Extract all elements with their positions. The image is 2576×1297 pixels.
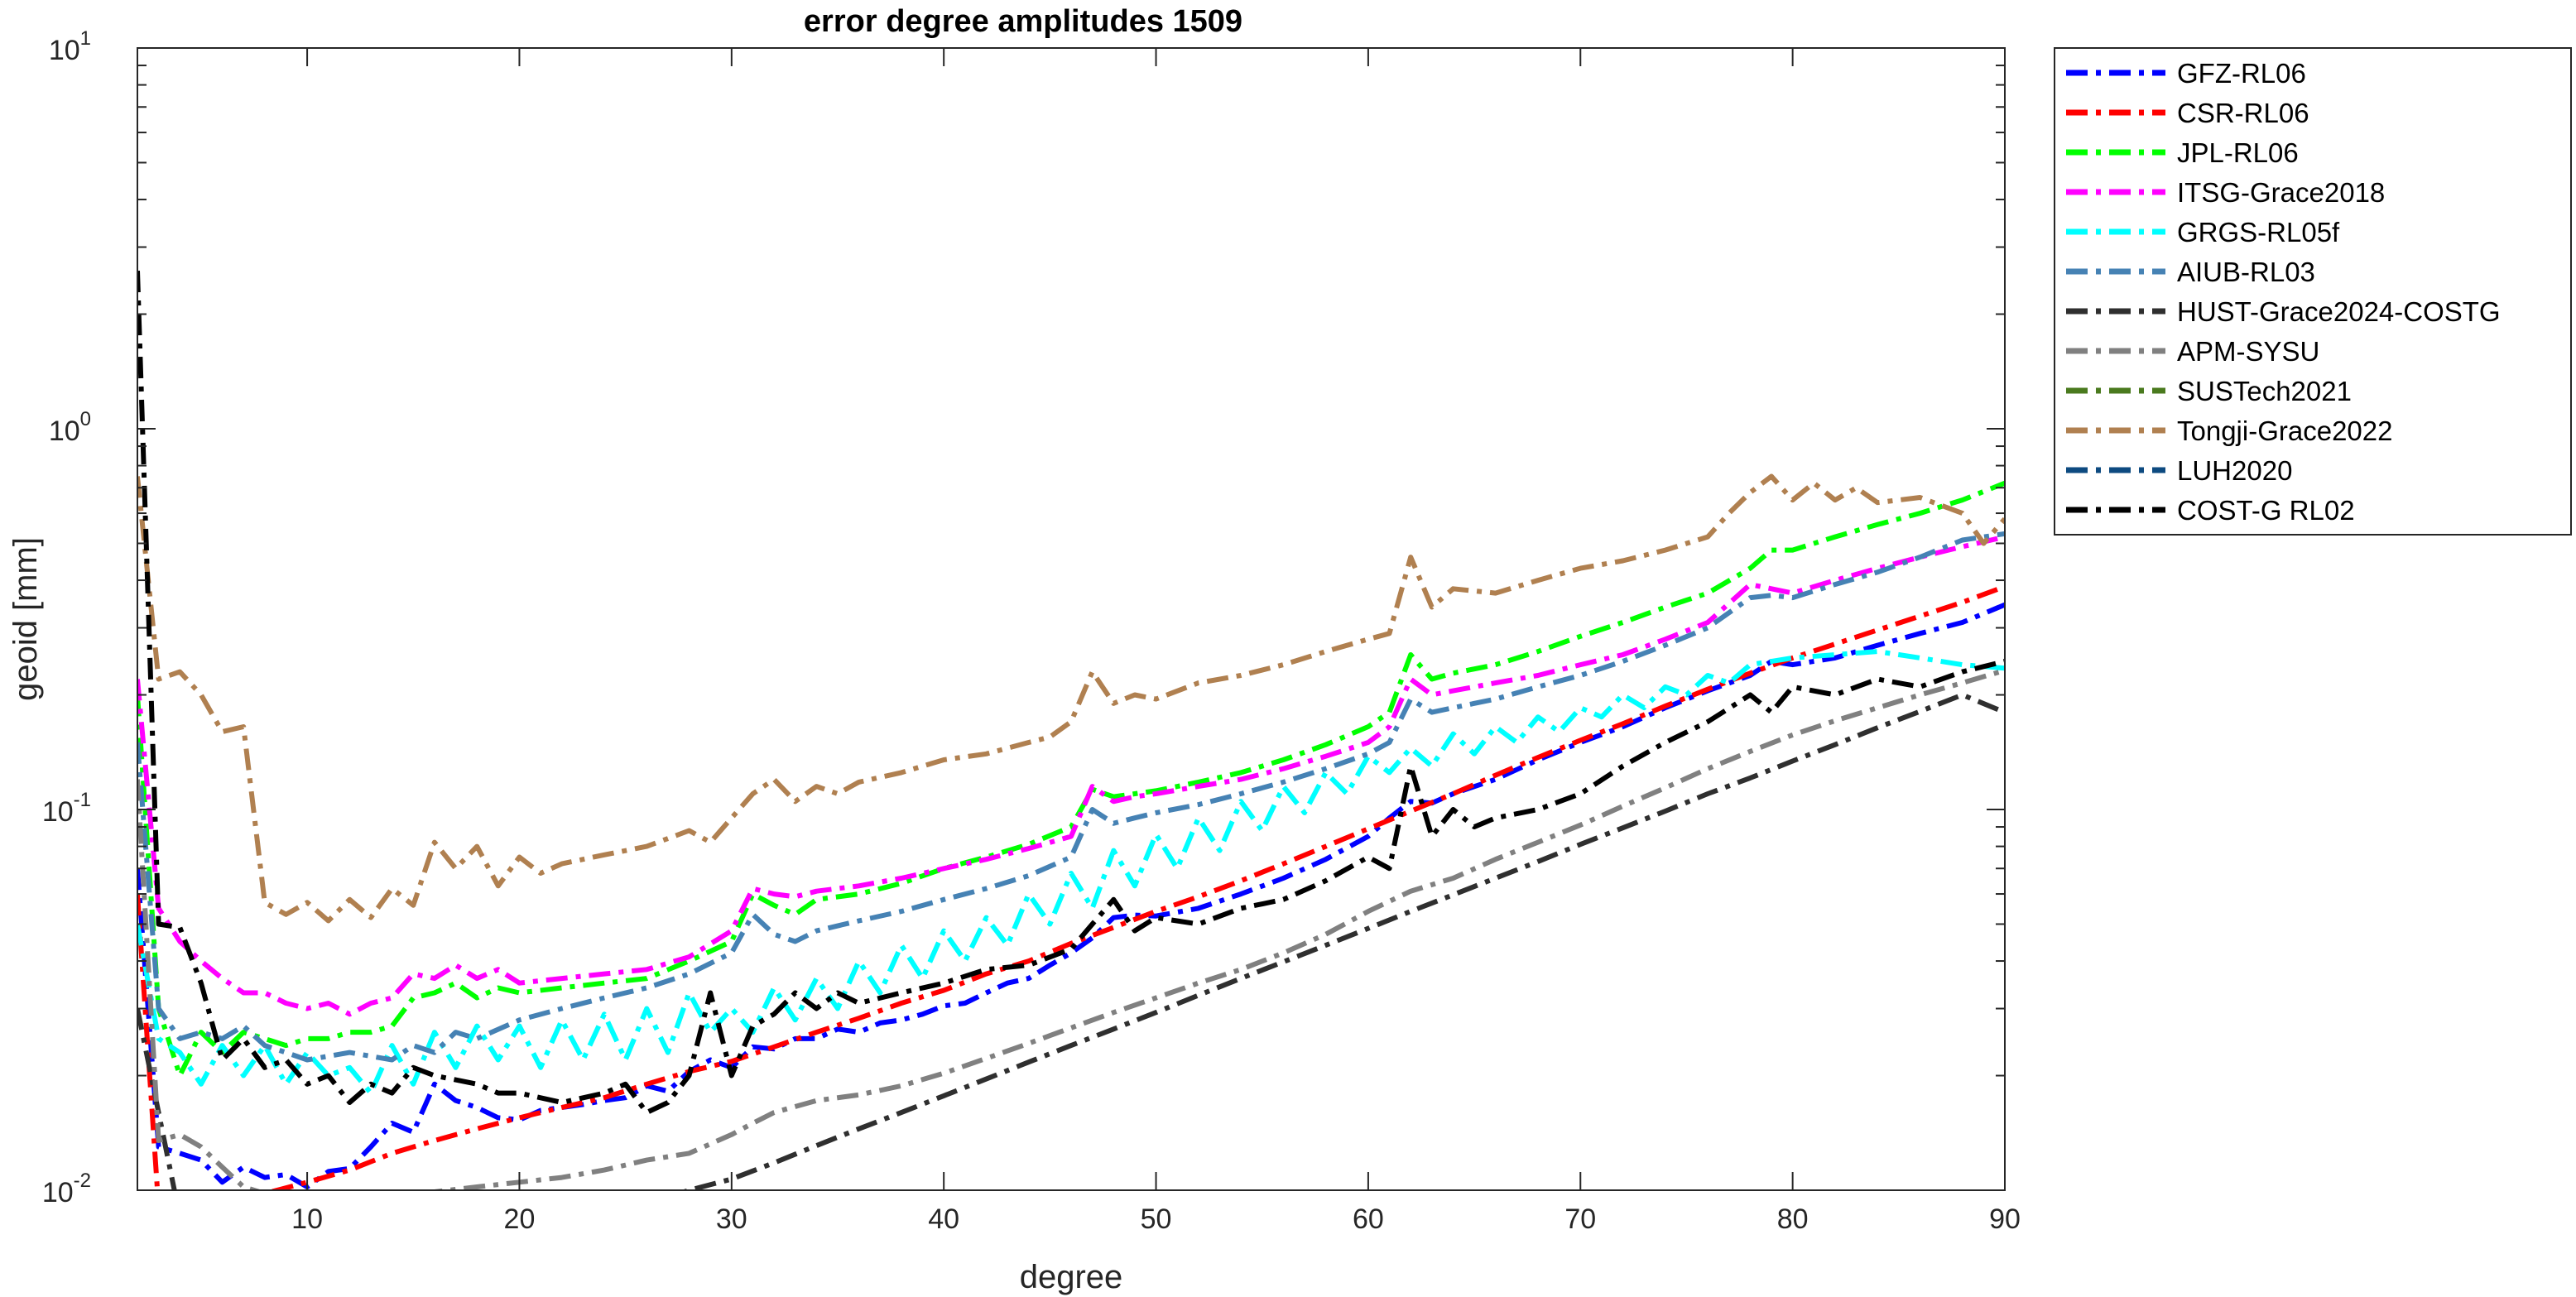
series-line-7: [137, 692, 2005, 1190]
legend-label-2: CSR-RL06: [2177, 98, 2309, 128]
x-tick-label-3: 30: [716, 1203, 747, 1235]
plot-frame: [137, 47, 2006, 1191]
series-line-10: [137, 473, 2005, 924]
series-layer: [137, 271, 2005, 1190]
y-tick-label-2: 10-1: [42, 789, 91, 828]
ticks-layer: [137, 47, 2006, 1191]
y-axis-label: geoid [mm]: [7, 537, 44, 701]
chart-title: error degree amplitudes 1509: [804, 4, 1242, 39]
x-tick-label-7: 70: [1564, 1203, 1596, 1235]
tick-labels: 10 20 30 40 50 60 70 80 90 10-2 10-1 100 101: [42, 27, 2021, 1235]
legend-label-8: APM-SYSU: [2177, 336, 2319, 367]
legend-label-7: HUST-Grace2024-COSTG: [2177, 296, 2501, 327]
x-tick-label-2: 20: [504, 1203, 536, 1235]
series-line-6: [137, 531, 2005, 1063]
legend-label-11: LUH2020: [2177, 455, 2292, 486]
x-tick-label-1: 10: [291, 1203, 323, 1235]
x-tick-label-9: 90: [1989, 1203, 2021, 1235]
legend-label-10: Tongji-Grace2022: [2177, 416, 2393, 446]
series-line-4: [137, 534, 2005, 1017]
x-tick-label-6: 60: [1353, 1203, 1384, 1235]
legend-box: [2054, 47, 2572, 536]
y-tick-label-3: 100: [49, 408, 91, 447]
legend: GFZ-RL06 CSR-RL06 JPL-RL06 ITSG-Grace2018 GR…: [2054, 47, 2572, 536]
x-tick-label-8: 80: [1777, 1203, 1809, 1235]
series-line-12: [137, 271, 2005, 1116]
x-axis-label: degree: [1020, 1259, 1123, 1295]
plot-area: [137, 48, 2005, 1190]
legend-label-5: GRGS-RL05f: [2177, 217, 2340, 247]
series-line-2: [137, 584, 2005, 1190]
legend-label-9: SUSTech2021: [2177, 376, 2352, 406]
legend-label-1: GFZ-RL06: [2177, 58, 2306, 89]
x-tick-label-4: 40: [928, 1203, 959, 1235]
y-tick-label-4: 101: [49, 27, 91, 66]
legend-label-12: COST-G RL02: [2177, 495, 2355, 526]
legend-label-3: JPL-RL06: [2177, 137, 2299, 168]
y-tick-label-1: 10-2: [42, 1170, 91, 1208]
x-tick-label-5: 50: [1141, 1203, 1172, 1235]
legend-label-4: ITSG-Grace2018: [2177, 177, 2385, 208]
legend-label-6: AIUB-RL03: [2177, 257, 2315, 287]
